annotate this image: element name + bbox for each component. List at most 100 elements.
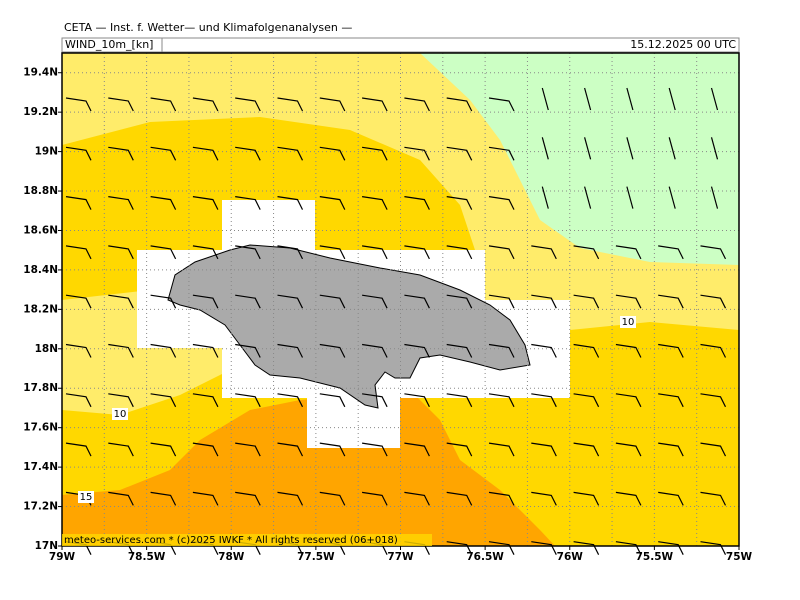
wind-barb [700,245,727,260]
wind-barb [235,491,261,506]
wind-barb [700,442,727,457]
header-title: CETA — Inst. f. Wetter— und Klimafolgena… [64,21,352,34]
wind-barb [150,442,177,457]
wind-barb [615,294,642,309]
wind-barb [235,343,261,358]
wind-barb [658,393,684,408]
wind-barb [488,343,515,358]
wind-barb [668,186,676,209]
y-tick-label: 18N [35,343,58,355]
wind-barb [65,97,92,112]
wind-barb [108,146,134,161]
wind-barb [615,393,642,408]
wind-barb [192,146,219,161]
wind-barb [710,186,719,209]
wind-barb [531,245,557,260]
wind-barb [108,294,134,309]
wind-barb [488,294,515,309]
valid-time: 15.12.2025 00 UTC [630,38,736,51]
wind-barb [573,294,600,309]
wind-barb [192,393,219,408]
wind-barb [404,491,430,506]
wind-barb [446,146,473,161]
wind-barb [668,137,676,160]
wind-barb [700,541,727,555]
wind-barb [446,294,473,309]
wind-barb [192,245,219,260]
wind-barb [362,245,388,260]
wind-barb [658,491,684,506]
wind-barb [488,541,515,555]
wind-barb [65,393,92,408]
wind-barb [700,491,727,506]
wind-barb [235,245,261,260]
wind-barb [362,491,388,506]
wind-barb [319,393,346,408]
wind-barb [150,196,177,210]
wind-barb [615,541,642,555]
wind-barb [235,294,261,309]
wind-barb [446,196,473,210]
wind-barb [319,491,346,506]
wind-barb [658,343,684,358]
wind-barb [65,196,92,210]
y-tick-label: 17.4N [23,461,58,473]
wind-barb [615,491,642,506]
wind-barb [192,97,219,112]
wind-barb [108,245,134,260]
wind-barb [277,146,304,161]
field-box [61,37,163,53]
x-tick-label: 78.5W [128,551,166,563]
wind-barb [150,294,177,309]
wind-barb [446,491,473,506]
wind-barb [700,393,727,408]
footer: meteo-services.com * (c)2025 IWKF * All … [64,535,398,546]
wind-barb [277,245,304,260]
wind-barb [446,343,473,358]
wind-barb [700,294,727,309]
y-tick-label: 17.2N [23,501,58,513]
wind-barb [150,393,177,408]
wind-barb [658,294,684,309]
wind-barb [65,245,92,260]
wind-barb [362,294,388,309]
y-tick-label: 18.8N [23,185,58,197]
zone-orange [62,390,555,546]
wind-barb [319,294,346,309]
wind-barb [362,442,388,457]
wind-barb [192,491,219,506]
wind-barb [362,146,388,161]
wind-barb [404,294,430,309]
wind-barb [573,393,600,408]
wind-barb [710,137,719,160]
wind-barb [404,442,430,457]
wind-barb [65,343,92,358]
wind-barb [319,146,346,161]
wind-barb [446,245,473,260]
wind-barb [404,196,430,210]
wind-barb [446,442,473,457]
wind-barb [615,442,642,457]
wind-barb [404,97,430,112]
wind-barb [584,186,592,209]
wind-barb [192,196,219,210]
x-tick-label: 77.5W [297,551,335,563]
wind-barb [65,146,92,161]
y-tick-label: 18.2N [23,303,58,315]
y-tick-label: 19N [35,146,58,158]
wind-barb [319,343,346,358]
wind-barb [573,541,600,555]
wind-barb [108,343,134,358]
wind-barb [404,393,430,408]
wind-barb [541,137,549,160]
wind-barb [362,97,388,112]
y-tick-label: 17.6N [23,422,58,434]
wind-barb [488,491,515,506]
wind-barb [615,343,642,358]
wind-barb [277,442,304,457]
wind-barb [626,87,634,111]
wind-barb [150,245,177,260]
wind-barb [626,186,634,209]
wind-barb [404,146,430,161]
